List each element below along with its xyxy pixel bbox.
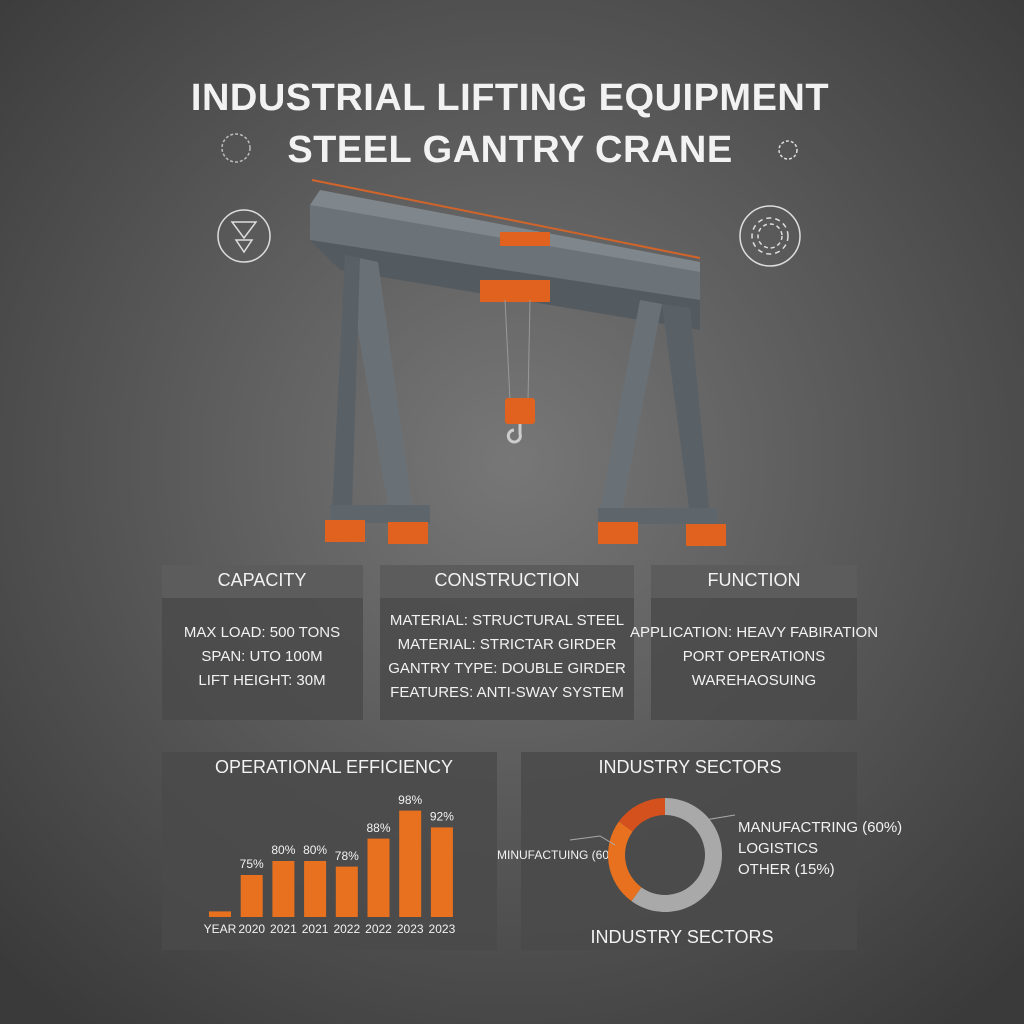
data-label: 80% [271, 843, 295, 857]
data-label: 98% [398, 793, 422, 807]
x-tick-label: 2021 [302, 922, 329, 936]
x-tick-label: 2020 [238, 922, 265, 936]
legend-label: LOGISTICS [738, 840, 818, 857]
bar [367, 838, 390, 917]
x-tick-label: 2022 [365, 922, 392, 936]
panel-line: SPAN: UTO 100M [201, 648, 322, 665]
panels [162, 565, 857, 950]
panel-header [380, 565, 634, 598]
panel-heading: CONSTRUCTION [435, 570, 580, 590]
panel-line: MATERIAL: STRUCTURAL STEEL [390, 612, 624, 629]
chart-title: INDUSTRY SECTORS [598, 757, 781, 777]
bar [272, 861, 295, 917]
bar [430, 827, 453, 917]
leader-line [569, 835, 616, 846]
x-tick-label: 2023 [397, 922, 424, 936]
legend-label: OTHER (15%) [738, 861, 835, 878]
donut-segment [618, 798, 665, 832]
x-tick-label: 2022 [333, 922, 360, 936]
panel-line: PORT OPERATIONS [683, 648, 826, 665]
crane [310, 179, 726, 546]
panel-line: WAREHAOSUING [692, 672, 816, 689]
icons [217, 133, 801, 267]
data-label: 75% [240, 857, 264, 871]
title-line: STEEL GANTRY CRANE [287, 129, 732, 171]
bar [399, 810, 422, 917]
panel [521, 752, 857, 950]
legend-label: MANUFACTRING (60%) [738, 819, 902, 836]
donut-segment [631, 798, 722, 912]
x-tick-label: 2021 [270, 922, 297, 936]
data-label: 88% [366, 821, 390, 835]
bar [240, 875, 263, 917]
annotation: MINUFACTUING (60%) [497, 848, 624, 862]
title-line: INDUSTRIAL LIFTING EQUIPMENT [191, 77, 829, 119]
panel-line: APPLICATION: HEAVY FABIRATION [630, 624, 878, 641]
data-label: 80% [303, 843, 327, 857]
bar [209, 911, 231, 917]
bar [335, 866, 358, 917]
data-label: 92% [430, 810, 454, 824]
panel-line: LIFT HEIGHT: 30M [198, 672, 325, 689]
panel-line: MATERIAL: STRICTAR GIRDER [398, 636, 617, 653]
panel-header [651, 565, 857, 598]
panel-heading: FUNCTION [708, 570, 801, 590]
x-tick-label: YEAR [204, 922, 237, 936]
panel-line: FEATURES: ANTI-SWAY SYSTEM [390, 684, 624, 701]
bar [304, 861, 327, 917]
panel-heading: CAPACITY [218, 570, 307, 590]
panel-line: GANTRY TYPE: DOUBLE GIRDER [388, 660, 626, 677]
data-label: 78% [335, 849, 359, 863]
x-tick-label: 2023 [429, 922, 456, 936]
donut-segment [608, 821, 642, 902]
panel-line: MAX LOAD: 500 TONS [184, 624, 340, 641]
chart-title: OPERATIONAL EFFICIENCY [215, 757, 453, 777]
chart-caption: INDUSTRY SECTORS [590, 927, 773, 947]
leader-line [704, 814, 736, 821]
panel-header [162, 565, 363, 598]
